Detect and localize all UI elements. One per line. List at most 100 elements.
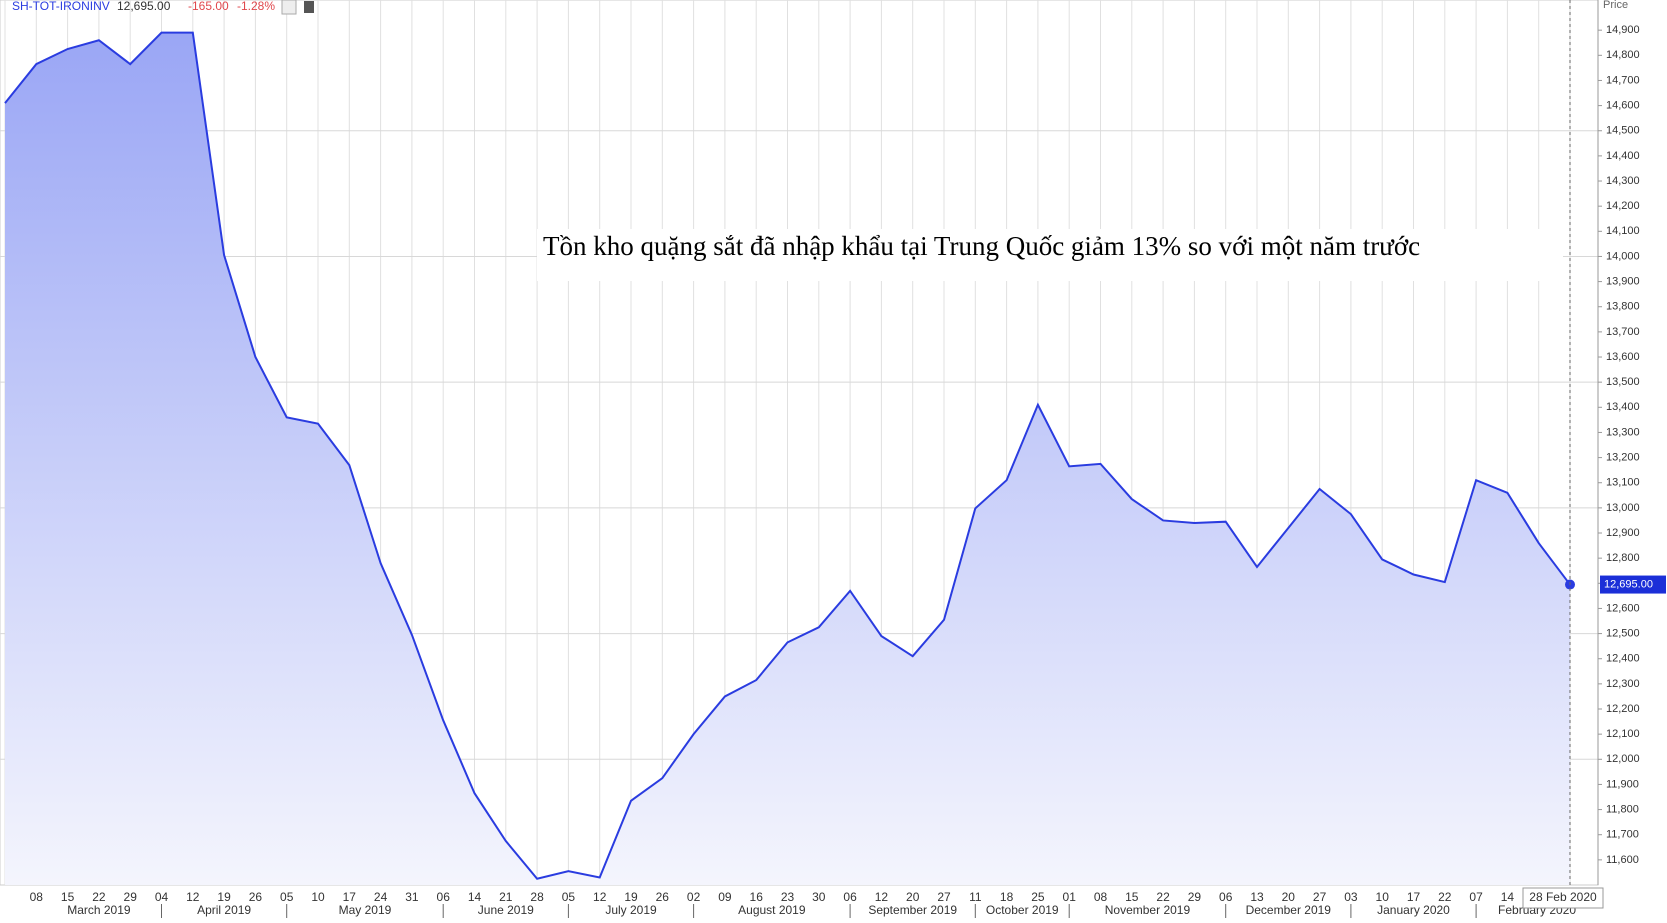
x-tick-label: 18: [1000, 890, 1014, 904]
x-tick-label: 14: [468, 890, 482, 904]
month-label: April 2019: [197, 903, 251, 917]
x-tick-label: 31: [405, 890, 419, 904]
x-tick-label: 06: [437, 890, 451, 904]
last-value-label: 12,695.00: [1604, 578, 1653, 590]
x-tick-label: 24: [374, 890, 388, 904]
y-tick-label: 12,200: [1606, 703, 1640, 715]
y-tick-label: 14,800: [1606, 49, 1640, 61]
area: [5, 32, 1570, 886]
x-tick-label: 29: [124, 890, 138, 904]
x-tick-label: 15: [1125, 890, 1139, 904]
x-tick-label: 01: [1063, 890, 1077, 904]
delete-button[interactable]: [304, 1, 314, 13]
x-tick-label: 19: [217, 890, 231, 904]
y-tick-label: 14,200: [1606, 200, 1640, 212]
y-tick-label: 14,000: [1606, 250, 1640, 262]
y-tick-label: 14,300: [1606, 175, 1640, 187]
x-tick-label: 30: [812, 890, 826, 904]
month-label: January 2020: [1377, 903, 1450, 917]
x-tick-label: 17: [1407, 890, 1421, 904]
month-label: November 2019: [1105, 903, 1191, 917]
x-tick-label: 08: [30, 890, 44, 904]
x-tick-label: 20: [1282, 890, 1296, 904]
x-tick-label: 26: [656, 890, 670, 904]
y-tick-label: 13,700: [1606, 326, 1640, 338]
x-tick-label: 28: [530, 890, 544, 904]
x-tick-label: 26: [249, 890, 263, 904]
last-price: 12,695.00: [117, 0, 171, 13]
x-tick-label: 06: [1219, 890, 1233, 904]
y-tick-label: 11,900: [1606, 778, 1639, 790]
month-label: July 2019: [605, 903, 657, 917]
x-tick-label: 12: [186, 890, 200, 904]
x-tick-label: 02: [687, 890, 701, 904]
x-tick-label: 13: [1250, 890, 1264, 904]
y-tick-label: 14,900: [1606, 24, 1640, 36]
annotation: Tồn kho quặng sắt đã nhập khẩu tại Trung…: [543, 231, 1420, 261]
x-tick-label: 07: [1469, 890, 1483, 904]
x-tick-label: 17: [343, 890, 357, 904]
x-tick-label: 22: [1438, 890, 1452, 904]
x-tick-label: 10: [311, 890, 325, 904]
y-tick-label: 12,000: [1606, 753, 1640, 765]
line: [4, 31, 1571, 880]
x-tick-label: 04: [155, 890, 169, 904]
y-tick-label: 14,700: [1606, 74, 1640, 86]
y-tick-label: 12,400: [1606, 653, 1640, 665]
x-tick-label: 09: [718, 890, 732, 904]
y-tick-label: 13,000: [1606, 502, 1640, 514]
x-tick-label: 05: [562, 890, 576, 904]
y-tick-label: 13,200: [1606, 451, 1640, 463]
x-tick-label: 03: [1344, 890, 1358, 904]
y-tick-label: 12,800: [1606, 552, 1640, 564]
x-tick-label: 08: [1094, 890, 1108, 904]
x-tick-label: 11: [969, 890, 982, 904]
x-tick-label: 12: [875, 890, 889, 904]
x-tick-label: 06: [843, 890, 857, 904]
y-tick-label: 12,500: [1606, 627, 1640, 639]
month-label: December 2019: [1246, 903, 1332, 917]
x-tick-label: 05: [280, 890, 294, 904]
last-value-flag: [1600, 575, 1666, 594]
y-tick-label: 13,800: [1606, 301, 1640, 313]
month-label: August 2019: [738, 903, 806, 917]
x-tick-label: 21: [499, 890, 513, 904]
y-tick-label: 14,100: [1606, 225, 1640, 237]
y-tick-label: 12,100: [1606, 728, 1640, 740]
x-tick-label: 25: [1031, 890, 1045, 904]
month-label: May 2019: [339, 903, 392, 917]
y-tick-label: 13,400: [1606, 401, 1640, 413]
y-tick-label: 12,300: [1606, 678, 1640, 690]
y-tick-label: 12,600: [1606, 602, 1640, 614]
x-tick-label: 20: [906, 890, 920, 904]
x-tick-label: 27: [1313, 890, 1327, 904]
symbol: SH-TOT-IRONINV: [12, 0, 110, 13]
y-tick-label: 11,600: [1606, 854, 1639, 866]
y-tick-label: 11,800: [1606, 803, 1639, 815]
y-tick-label: 14,600: [1606, 100, 1640, 112]
crosshair-date: 28 Feb 2020: [1529, 890, 1597, 904]
x-tick-label: 14: [1501, 890, 1515, 904]
month-label: March 2019: [67, 903, 131, 917]
month-label: June 2019: [478, 903, 534, 917]
month-label: September 2019: [868, 903, 957, 917]
y-tick-label: 14,500: [1606, 125, 1640, 137]
x-tick-label: 16: [750, 890, 764, 904]
dropdown-button[interactable]: [281, 0, 297, 15]
change: -165.00: [188, 0, 229, 13]
x-tick-label: 23: [781, 890, 795, 904]
y-tick-label: 11,700: [1606, 829, 1639, 841]
month-label: October 2019: [986, 903, 1059, 917]
y-tick-label: 14,400: [1606, 150, 1640, 162]
y-tick-label: 13,500: [1606, 376, 1640, 388]
y-tick-label: 13,600: [1606, 351, 1640, 363]
x-tick-label: 12: [593, 890, 607, 904]
y-axis-title: Price: [1603, 0, 1628, 11]
change-pct: -1.28%: [237, 0, 275, 13]
x-tick-label: 22: [92, 890, 106, 904]
crosshair-date-box: [1522, 887, 1604, 909]
x-tick-label: 22: [1156, 890, 1170, 904]
y-tick-label: 13,300: [1606, 426, 1640, 438]
x-tick-label: 29: [1188, 890, 1202, 904]
